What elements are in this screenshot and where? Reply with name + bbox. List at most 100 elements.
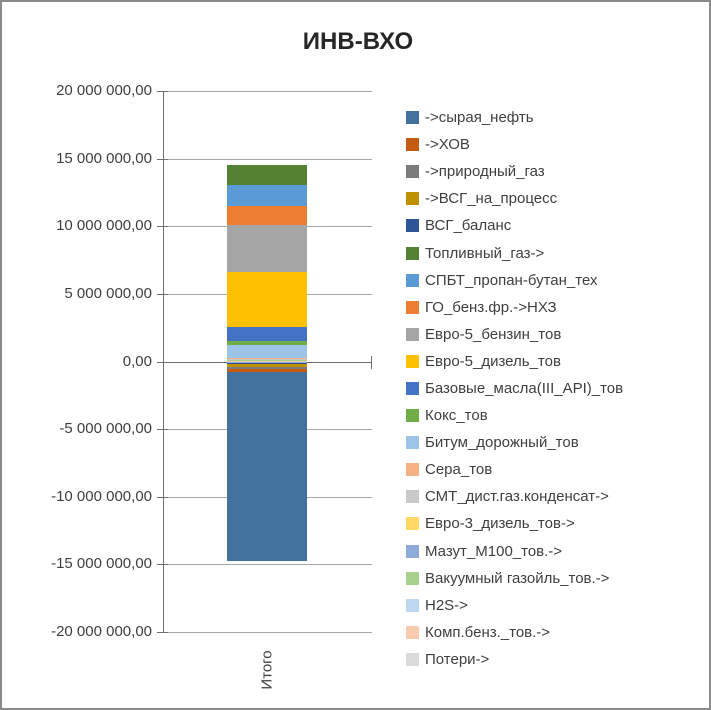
legend-item[interactable]: Комп.бенз._тов.-> xyxy=(406,619,623,646)
legend-item[interactable]: Битум_дорожный_тов xyxy=(406,429,623,456)
y-axis-label: 20 000 000,00 xyxy=(56,82,152,99)
legend-swatch xyxy=(406,409,419,423)
bar-segment[interactable] xyxy=(227,358,307,360)
gridline xyxy=(163,632,372,633)
legend-item[interactable]: H2S-> xyxy=(406,592,623,619)
legend-item[interactable]: ->сырая_нефть xyxy=(406,104,623,131)
bar-segment[interactable] xyxy=(227,357,307,359)
y-axis-tick xyxy=(157,429,168,431)
legend-item[interactable]: ГО_бенз.фр.->НХЗ xyxy=(406,294,623,321)
y-axis-tick xyxy=(157,293,168,295)
y-axis-tick xyxy=(157,496,168,498)
bar-segment[interactable] xyxy=(227,369,307,373)
y-axis-label: 0,00 xyxy=(122,352,152,370)
legend-swatch xyxy=(406,219,419,233)
x-category-label: Итого xyxy=(258,650,276,690)
y-axis-label: -5 000 000,00 xyxy=(59,420,152,438)
y-axis-label: 5 000 000,00 xyxy=(64,284,152,302)
legend-swatch xyxy=(406,652,419,666)
legend-label: Евро-3_дизель_тов-> xyxy=(425,515,575,533)
legend-item[interactable]: ->ВСГ_на_процесс xyxy=(406,185,623,212)
legend-label: Базовые_масла(III_API)_тов xyxy=(425,379,624,397)
legend-item[interactable]: Топливный_газ-> xyxy=(406,239,623,266)
legend-item[interactable]: СПБТ_пропан-бутан_тех xyxy=(406,267,623,294)
bar-segment[interactable] xyxy=(227,366,307,370)
y-axis-label: -15 000 000,00 xyxy=(51,555,152,573)
legend-swatch xyxy=(406,165,419,179)
legend-swatch xyxy=(406,490,419,504)
legend-item[interactable]: Кокс_тов xyxy=(406,402,623,429)
legend-swatch xyxy=(406,192,419,206)
legend-label: ВСГ_баланс xyxy=(425,217,512,235)
legend-item[interactable]: Вакуумный газойль_тов.-> xyxy=(406,565,623,592)
y-axis-label: 15 000 000,00 xyxy=(56,149,152,167)
legend-item[interactable]: ->ХОВ xyxy=(406,131,623,158)
legend-swatch xyxy=(406,625,419,639)
y-axis-tick xyxy=(157,564,168,566)
legend-item[interactable]: Евро-5_бензин_тов xyxy=(406,321,623,348)
legend-swatch xyxy=(406,436,419,450)
legend-label: H2S-> xyxy=(425,596,468,614)
legend-swatch xyxy=(406,354,419,368)
legend-item[interactable]: ВСГ_баланс xyxy=(406,212,623,239)
legend-item[interactable]: Мазут_М100_тов.-> xyxy=(406,538,623,565)
legend-item[interactable]: Потери-> xyxy=(406,646,623,673)
bar-segment[interactable] xyxy=(227,344,307,358)
legend-label: Мазут_М100_тов.-> xyxy=(425,542,563,560)
legend-item[interactable]: Базовые_масла(III_API)_тов xyxy=(406,375,623,402)
legend-label: СМТ_дист.газ.конденсат-> xyxy=(425,488,609,506)
gridline xyxy=(163,91,372,92)
legend-label: Кокс_тов xyxy=(425,407,488,425)
bar-segment[interactable] xyxy=(227,225,307,273)
legend-item[interactable]: СМТ_дист.газ.конденсат-> xyxy=(406,483,623,510)
legend-swatch xyxy=(406,544,419,558)
legend-label: Комп.бенз._тов.-> xyxy=(425,623,551,641)
bar-segment[interactable] xyxy=(227,184,307,206)
y-axis-tick xyxy=(157,158,168,160)
y-axis-tick xyxy=(157,91,168,92)
legend-item[interactable]: Сера_тов xyxy=(406,456,623,483)
legend-swatch xyxy=(406,571,419,585)
legend-label: Топливный_газ-> xyxy=(425,244,545,262)
bar-segment[interactable] xyxy=(227,205,307,226)
y-axis-label: -20 000 000,00 xyxy=(51,623,152,640)
y-axis-tick xyxy=(157,361,168,363)
bar-segment[interactable] xyxy=(227,165,307,185)
legend: ->сырая_нефть ->ХОВ ->природный_газ ->ВСГ_н… xyxy=(406,104,623,673)
bar-segment[interactable] xyxy=(227,359,307,360)
legend-swatch xyxy=(406,463,419,477)
legend-label: ->ВСГ_на_процесс xyxy=(425,190,558,208)
legend-label: СПБТ_пропан-бутан_тех xyxy=(425,271,598,289)
legend-label: ->природный_газ xyxy=(425,163,545,181)
y-axis-tick xyxy=(157,226,168,228)
legend-item[interactable]: ->природный_газ xyxy=(406,158,623,185)
gridline xyxy=(163,158,372,160)
legend-swatch xyxy=(406,598,419,612)
legend-label: Сера_тов xyxy=(425,461,493,479)
legend-swatch xyxy=(406,273,419,287)
legend-swatch xyxy=(406,327,419,341)
bar-segment[interactable] xyxy=(227,340,307,345)
gridline xyxy=(163,564,372,566)
legend-swatch xyxy=(406,517,419,531)
legend-label: Евро-5_бензин_тов xyxy=(425,325,562,343)
legend-label: Вакуумный газойль_тов.-> xyxy=(425,569,610,587)
bar-segment[interactable] xyxy=(227,364,307,367)
legend-swatch xyxy=(406,381,419,395)
bar-segment[interactable] xyxy=(227,361,307,363)
legend-item[interactable]: Евро-5_дизель_тов xyxy=(406,348,623,375)
bar-segment[interactable] xyxy=(227,362,307,365)
legend-label: Битум_дорожный_тов xyxy=(425,434,579,452)
legend-swatch xyxy=(406,138,419,152)
legend-label: ->сырая_нефть xyxy=(425,109,534,127)
bar-segment[interactable] xyxy=(227,360,307,361)
x-axis-end-tick xyxy=(371,355,372,369)
legend-item[interactable]: Евро-3_дизель_тов-> xyxy=(406,510,623,537)
bar-segment[interactable] xyxy=(227,327,307,341)
chart-title[interactable]: ИНВ-ВХО xyxy=(302,28,414,55)
legend-label: ->ХОВ xyxy=(425,136,470,154)
bar-segment[interactable] xyxy=(227,372,307,561)
bar-segment[interactable] xyxy=(227,272,307,327)
legend-label: ГО_бенз.фр.->НХЗ xyxy=(425,298,557,316)
